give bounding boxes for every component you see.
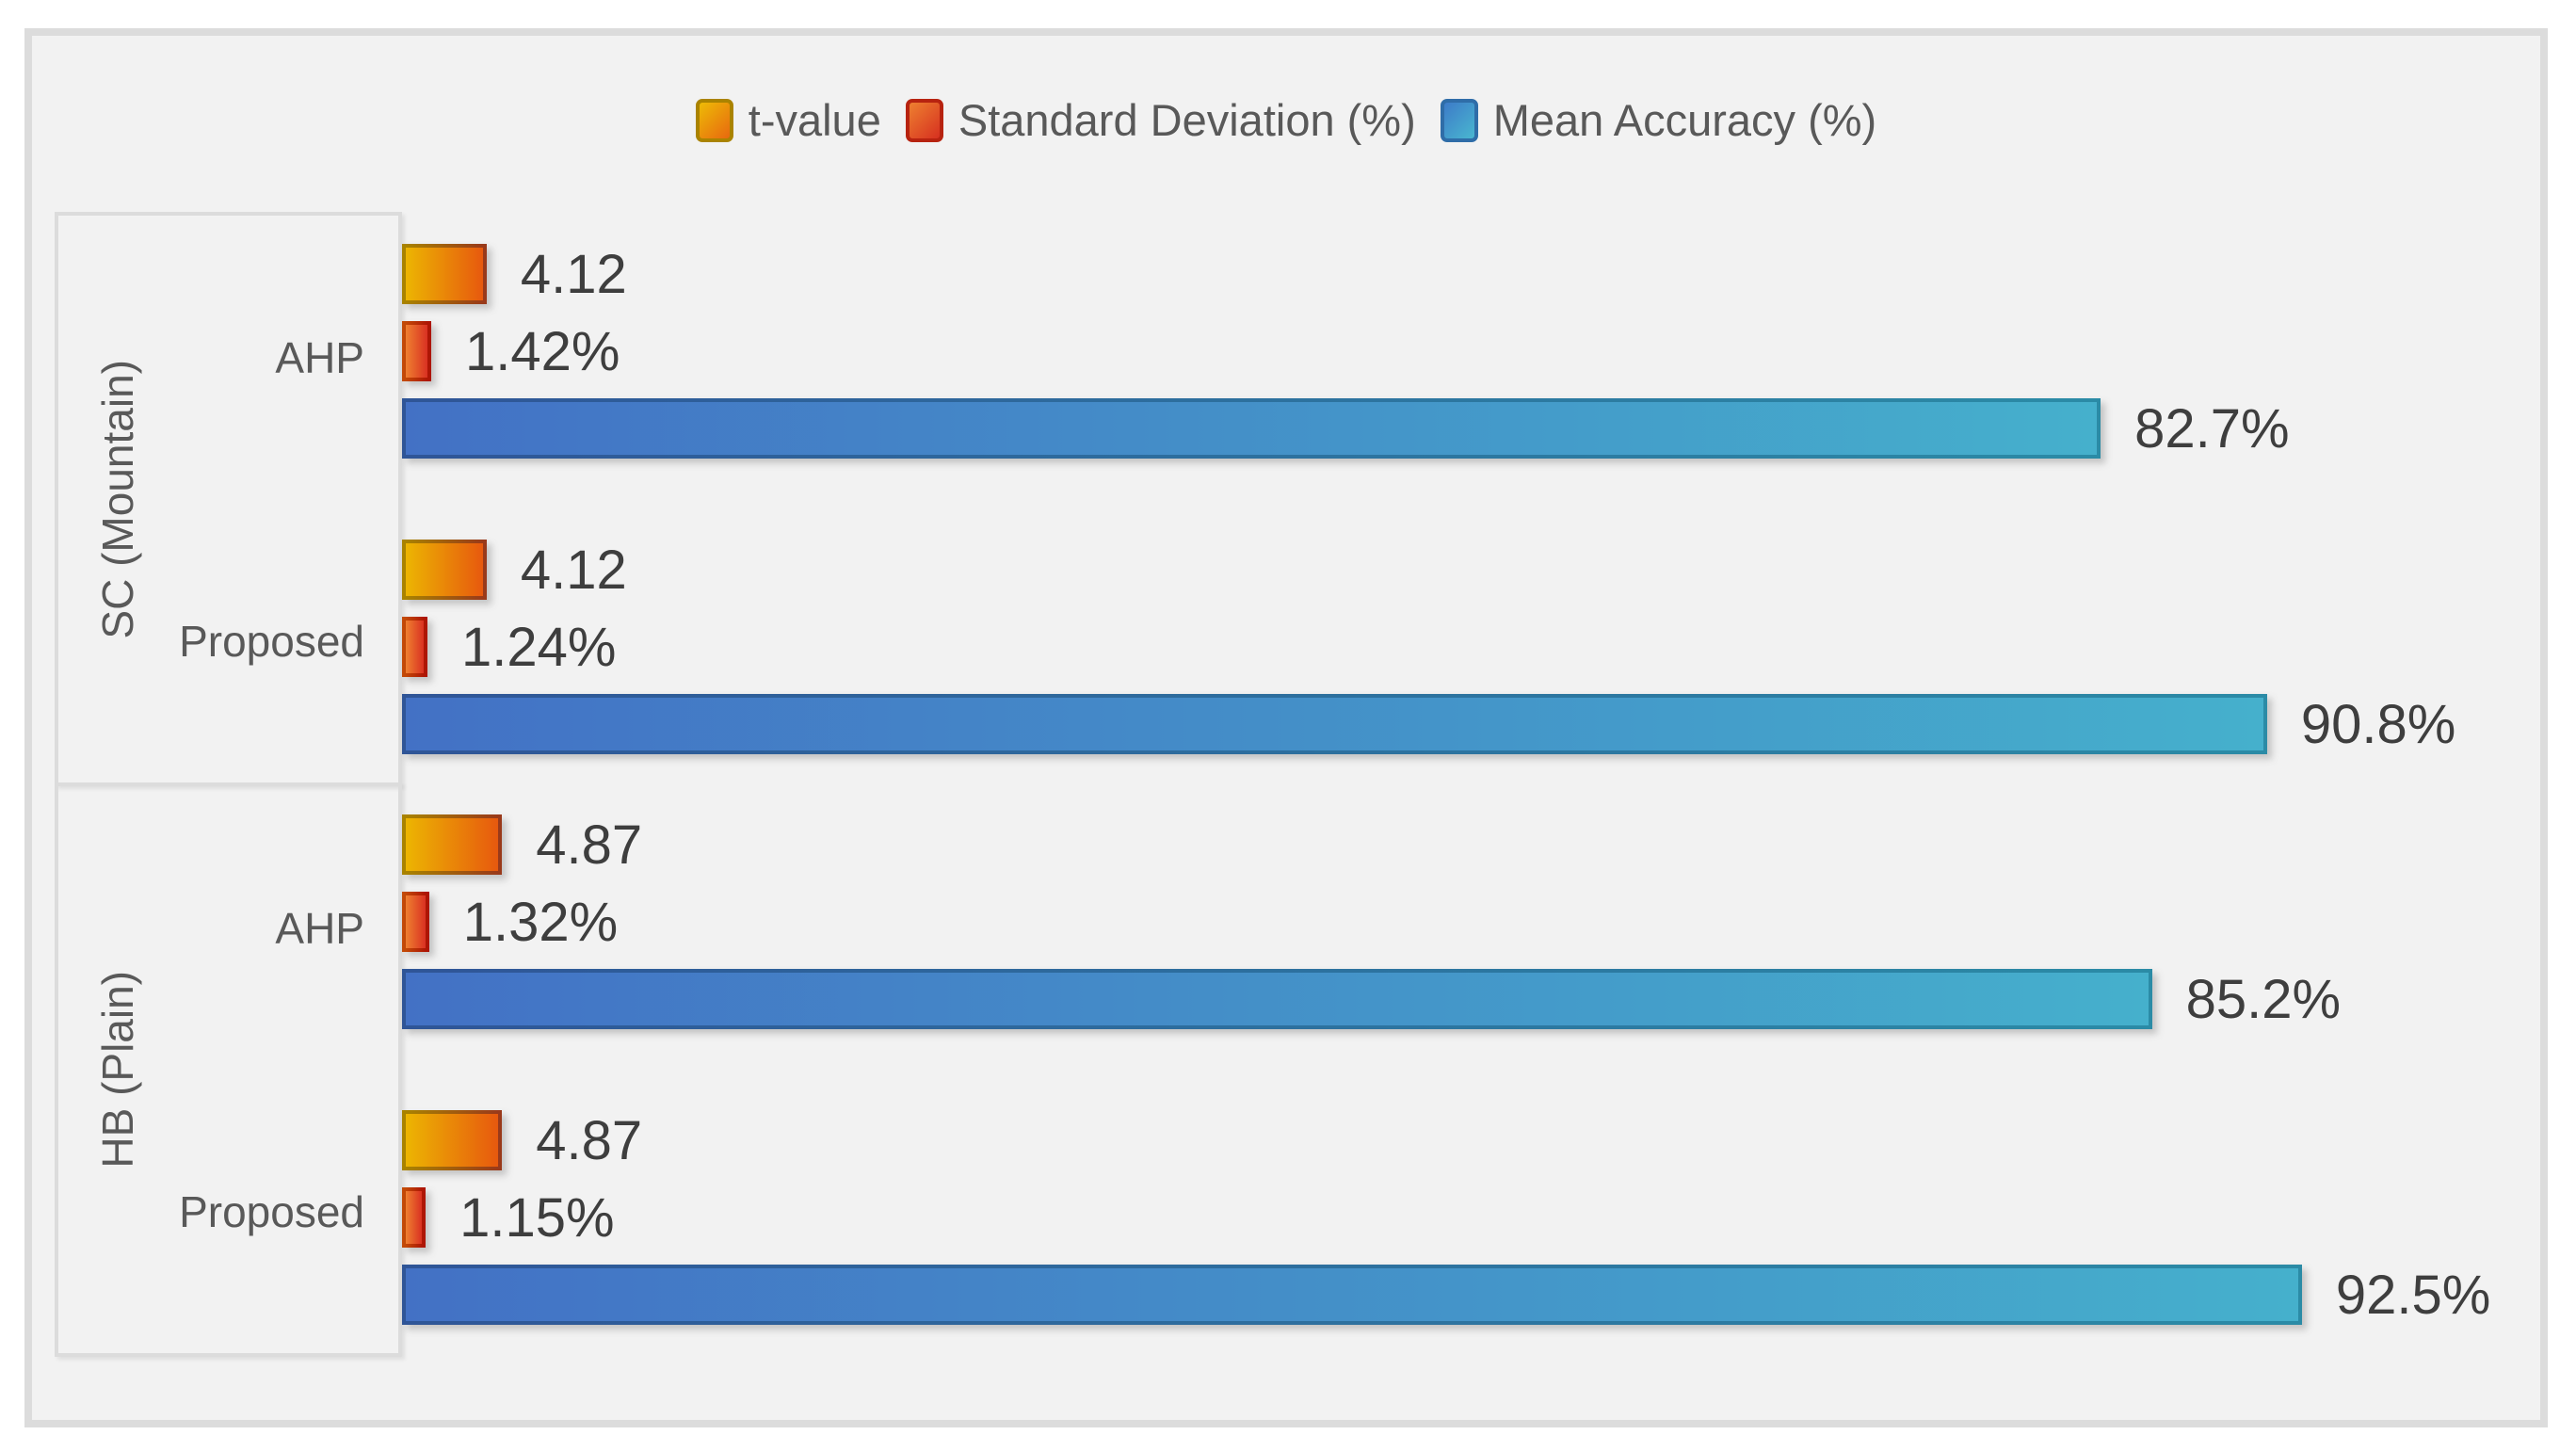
group-name-sc-mountain: SC (Mountain) <box>58 216 176 782</box>
chart-container: t-value Standard Deviation (%) Mean Accu… <box>24 28 2548 1427</box>
data-label: 4.12 <box>520 243 627 305</box>
bar-row-t-value: 4.12 <box>402 243 2518 305</box>
bar-cluster-sc-proposed: 4.12 1.24% 90.8% <box>402 539 2518 755</box>
bar-sc-proposed-t-value <box>402 540 487 600</box>
chart-legend: t-value Standard Deviation (%) Mean Accu… <box>32 94 2540 146</box>
bar-sc-ahp-standard-deviation <box>402 321 431 381</box>
legend-label-mean-accuracy: Mean Accuracy (%) <box>1492 95 1877 145</box>
bar-cluster-hb-ahp: 4.87 1.32% 85.2% <box>402 814 2518 1030</box>
data-label: 4.12 <box>520 539 627 601</box>
subcategory-label-ahp: AHP <box>275 903 364 953</box>
category-label-box-sc-mountain: SC (Mountain) AHP Proposed <box>55 212 402 786</box>
subcategory-label-ahp: AHP <box>275 332 364 382</box>
data-label: 4.87 <box>536 1109 643 1171</box>
subcategory-labels: AHP Proposed <box>176 786 398 1353</box>
legend-item-mean-accuracy: Mean Accuracy (%) <box>1440 94 1877 146</box>
bar-hb-ahp-standard-deviation <box>402 892 429 952</box>
bar-clusters-sc-mountain: 4.12 1.42% 82.7% 4.12 <box>402 212 2518 786</box>
legend-label-standard-deviation: Standard Deviation (%) <box>958 95 1416 145</box>
group-name-label: HB (Plain) <box>92 971 142 1169</box>
bar-row-t-value: 4.87 <box>402 814 2518 876</box>
bar-hb-ahp-mean-accuracy <box>402 969 2152 1029</box>
legend-item-t-value: t-value <box>695 94 881 146</box>
legend-marker-t-value-icon <box>695 98 733 142</box>
data-label: 82.7% <box>2134 397 2290 459</box>
plot-area: SC (Mountain) AHP Proposed 4.12 1.42% <box>55 212 2518 1357</box>
data-label: 92.5% <box>2335 1264 2491 1326</box>
bar-row-standard-deviation: 1.42% <box>402 320 2518 382</box>
bar-row-mean-accuracy: 92.5% <box>402 1264 2518 1326</box>
category-group-hb-plain: HB (Plain) AHP Proposed 4.87 1.32% <box>55 782 2518 1357</box>
bar-cluster-sc-ahp: 4.12 1.42% 82.7% <box>402 244 2518 459</box>
bar-row-mean-accuracy: 82.7% <box>402 398 2518 459</box>
data-label: 1.15% <box>459 1186 615 1249</box>
bar-row-standard-deviation: 1.15% <box>402 1186 2518 1249</box>
bar-row-t-value: 4.87 <box>402 1109 2518 1171</box>
bar-hb-proposed-mean-accuracy <box>402 1265 2302 1325</box>
category-label-box-hb-plain: HB (Plain) AHP Proposed <box>55 782 402 1357</box>
legend-marker-standard-deviation-icon <box>905 98 943 142</box>
category-group-sc-mountain: SC (Mountain) AHP Proposed 4.12 1.42% <box>55 212 2518 786</box>
group-name-hb-plain: HB (Plain) <box>58 786 176 1353</box>
bar-row-mean-accuracy: 85.2% <box>402 968 2518 1030</box>
subcategory-labels: AHP Proposed <box>176 216 398 782</box>
bar-hb-ahp-t-value <box>402 814 503 875</box>
bar-cluster-hb-proposed: 4.87 1.15% 92.5% <box>402 1109 2518 1326</box>
data-label: 1.42% <box>464 320 620 382</box>
legend-label-t-value: t-value <box>748 95 881 145</box>
data-label: 4.87 <box>536 814 643 876</box>
bar-hb-proposed-standard-deviation <box>402 1187 427 1248</box>
bar-hb-proposed-t-value <box>402 1110 503 1170</box>
subcategory-label-proposed: Proposed <box>179 1186 364 1236</box>
bar-row-standard-deviation: 1.32% <box>402 891 2518 953</box>
data-label: 90.8% <box>2300 693 2456 755</box>
bar-row-mean-accuracy: 90.8% <box>402 693 2518 755</box>
bar-row-t-value: 4.12 <box>402 539 2518 601</box>
bar-sc-ahp-mean-accuracy <box>402 398 2101 459</box>
bar-sc-ahp-t-value <box>402 244 487 304</box>
data-label: 1.24% <box>461 616 617 678</box>
subcategory-label-proposed: Proposed <box>179 616 364 666</box>
bar-sc-proposed-standard-deviation <box>402 617 428 677</box>
data-label: 1.32% <box>462 891 619 953</box>
bar-clusters-hb-plain: 4.87 1.32% 85.2% 4.87 <box>402 782 2518 1357</box>
group-name-label: SC (Mountain) <box>92 359 142 639</box>
legend-item-standard-deviation: Standard Deviation (%) <box>905 94 1416 146</box>
bar-row-standard-deviation: 1.24% <box>402 616 2518 678</box>
bar-sc-proposed-mean-accuracy <box>402 694 2267 754</box>
legend-marker-mean-accuracy-icon <box>1440 98 1478 142</box>
data-label: 85.2% <box>2185 968 2342 1030</box>
